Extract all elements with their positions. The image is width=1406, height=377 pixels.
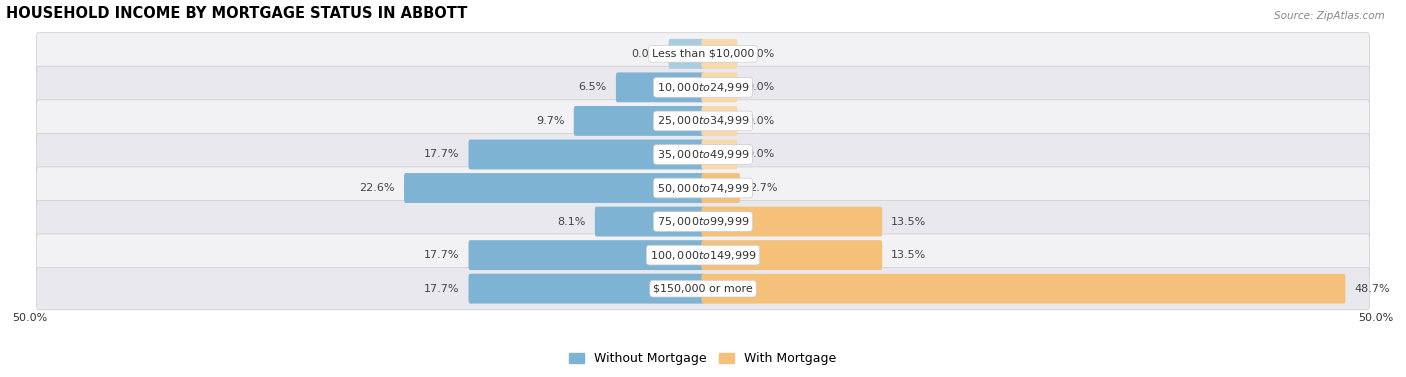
Text: 17.7%: 17.7%: [425, 149, 460, 159]
Legend: Without Mortgage, With Mortgage: Without Mortgage, With Mortgage: [564, 347, 842, 370]
Text: 50.0%: 50.0%: [13, 313, 48, 323]
FancyBboxPatch shape: [37, 133, 1369, 176]
Text: Source: ZipAtlas.com: Source: ZipAtlas.com: [1274, 11, 1385, 21]
FancyBboxPatch shape: [702, 173, 740, 203]
Text: 17.7%: 17.7%: [425, 284, 460, 294]
Text: 22.6%: 22.6%: [360, 183, 395, 193]
Text: 6.5%: 6.5%: [579, 83, 607, 92]
FancyBboxPatch shape: [595, 207, 704, 236]
FancyBboxPatch shape: [37, 33, 1369, 75]
FancyBboxPatch shape: [702, 39, 738, 69]
FancyBboxPatch shape: [468, 139, 704, 169]
Text: $100,000 to $149,999: $100,000 to $149,999: [650, 248, 756, 262]
FancyBboxPatch shape: [702, 139, 738, 169]
Text: 0.0%: 0.0%: [631, 49, 659, 59]
FancyBboxPatch shape: [702, 106, 738, 136]
FancyBboxPatch shape: [37, 167, 1369, 209]
FancyBboxPatch shape: [702, 72, 738, 102]
FancyBboxPatch shape: [668, 39, 704, 69]
Text: $35,000 to $49,999: $35,000 to $49,999: [657, 148, 749, 161]
FancyBboxPatch shape: [616, 72, 704, 102]
Text: $25,000 to $34,999: $25,000 to $34,999: [657, 115, 749, 127]
Text: 0.0%: 0.0%: [747, 116, 775, 126]
FancyBboxPatch shape: [37, 201, 1369, 243]
FancyBboxPatch shape: [702, 274, 1346, 303]
Text: $150,000 or more: $150,000 or more: [654, 284, 752, 294]
FancyBboxPatch shape: [574, 106, 704, 136]
FancyBboxPatch shape: [37, 234, 1369, 276]
Text: 48.7%: 48.7%: [1354, 284, 1391, 294]
Text: 8.1%: 8.1%: [558, 216, 586, 227]
FancyBboxPatch shape: [468, 240, 704, 270]
Text: 13.5%: 13.5%: [891, 216, 927, 227]
Text: 13.5%: 13.5%: [891, 250, 927, 260]
Text: 0.0%: 0.0%: [747, 83, 775, 92]
Text: HOUSEHOLD INCOME BY MORTGAGE STATUS IN ABBOTT: HOUSEHOLD INCOME BY MORTGAGE STATUS IN A…: [6, 6, 467, 21]
Text: 9.7%: 9.7%: [536, 116, 565, 126]
Text: 17.7%: 17.7%: [425, 250, 460, 260]
Text: $75,000 to $99,999: $75,000 to $99,999: [657, 215, 749, 228]
FancyBboxPatch shape: [702, 207, 882, 236]
FancyBboxPatch shape: [37, 66, 1369, 109]
Text: 0.0%: 0.0%: [747, 49, 775, 59]
FancyBboxPatch shape: [37, 100, 1369, 142]
Text: Less than $10,000: Less than $10,000: [652, 49, 754, 59]
FancyBboxPatch shape: [468, 274, 704, 303]
Text: 0.0%: 0.0%: [747, 149, 775, 159]
FancyBboxPatch shape: [404, 173, 704, 203]
Text: 2.7%: 2.7%: [749, 183, 778, 193]
Text: $50,000 to $74,999: $50,000 to $74,999: [657, 181, 749, 195]
FancyBboxPatch shape: [702, 240, 882, 270]
FancyBboxPatch shape: [37, 268, 1369, 310]
Text: $10,000 to $24,999: $10,000 to $24,999: [657, 81, 749, 94]
Text: 50.0%: 50.0%: [1358, 313, 1393, 323]
